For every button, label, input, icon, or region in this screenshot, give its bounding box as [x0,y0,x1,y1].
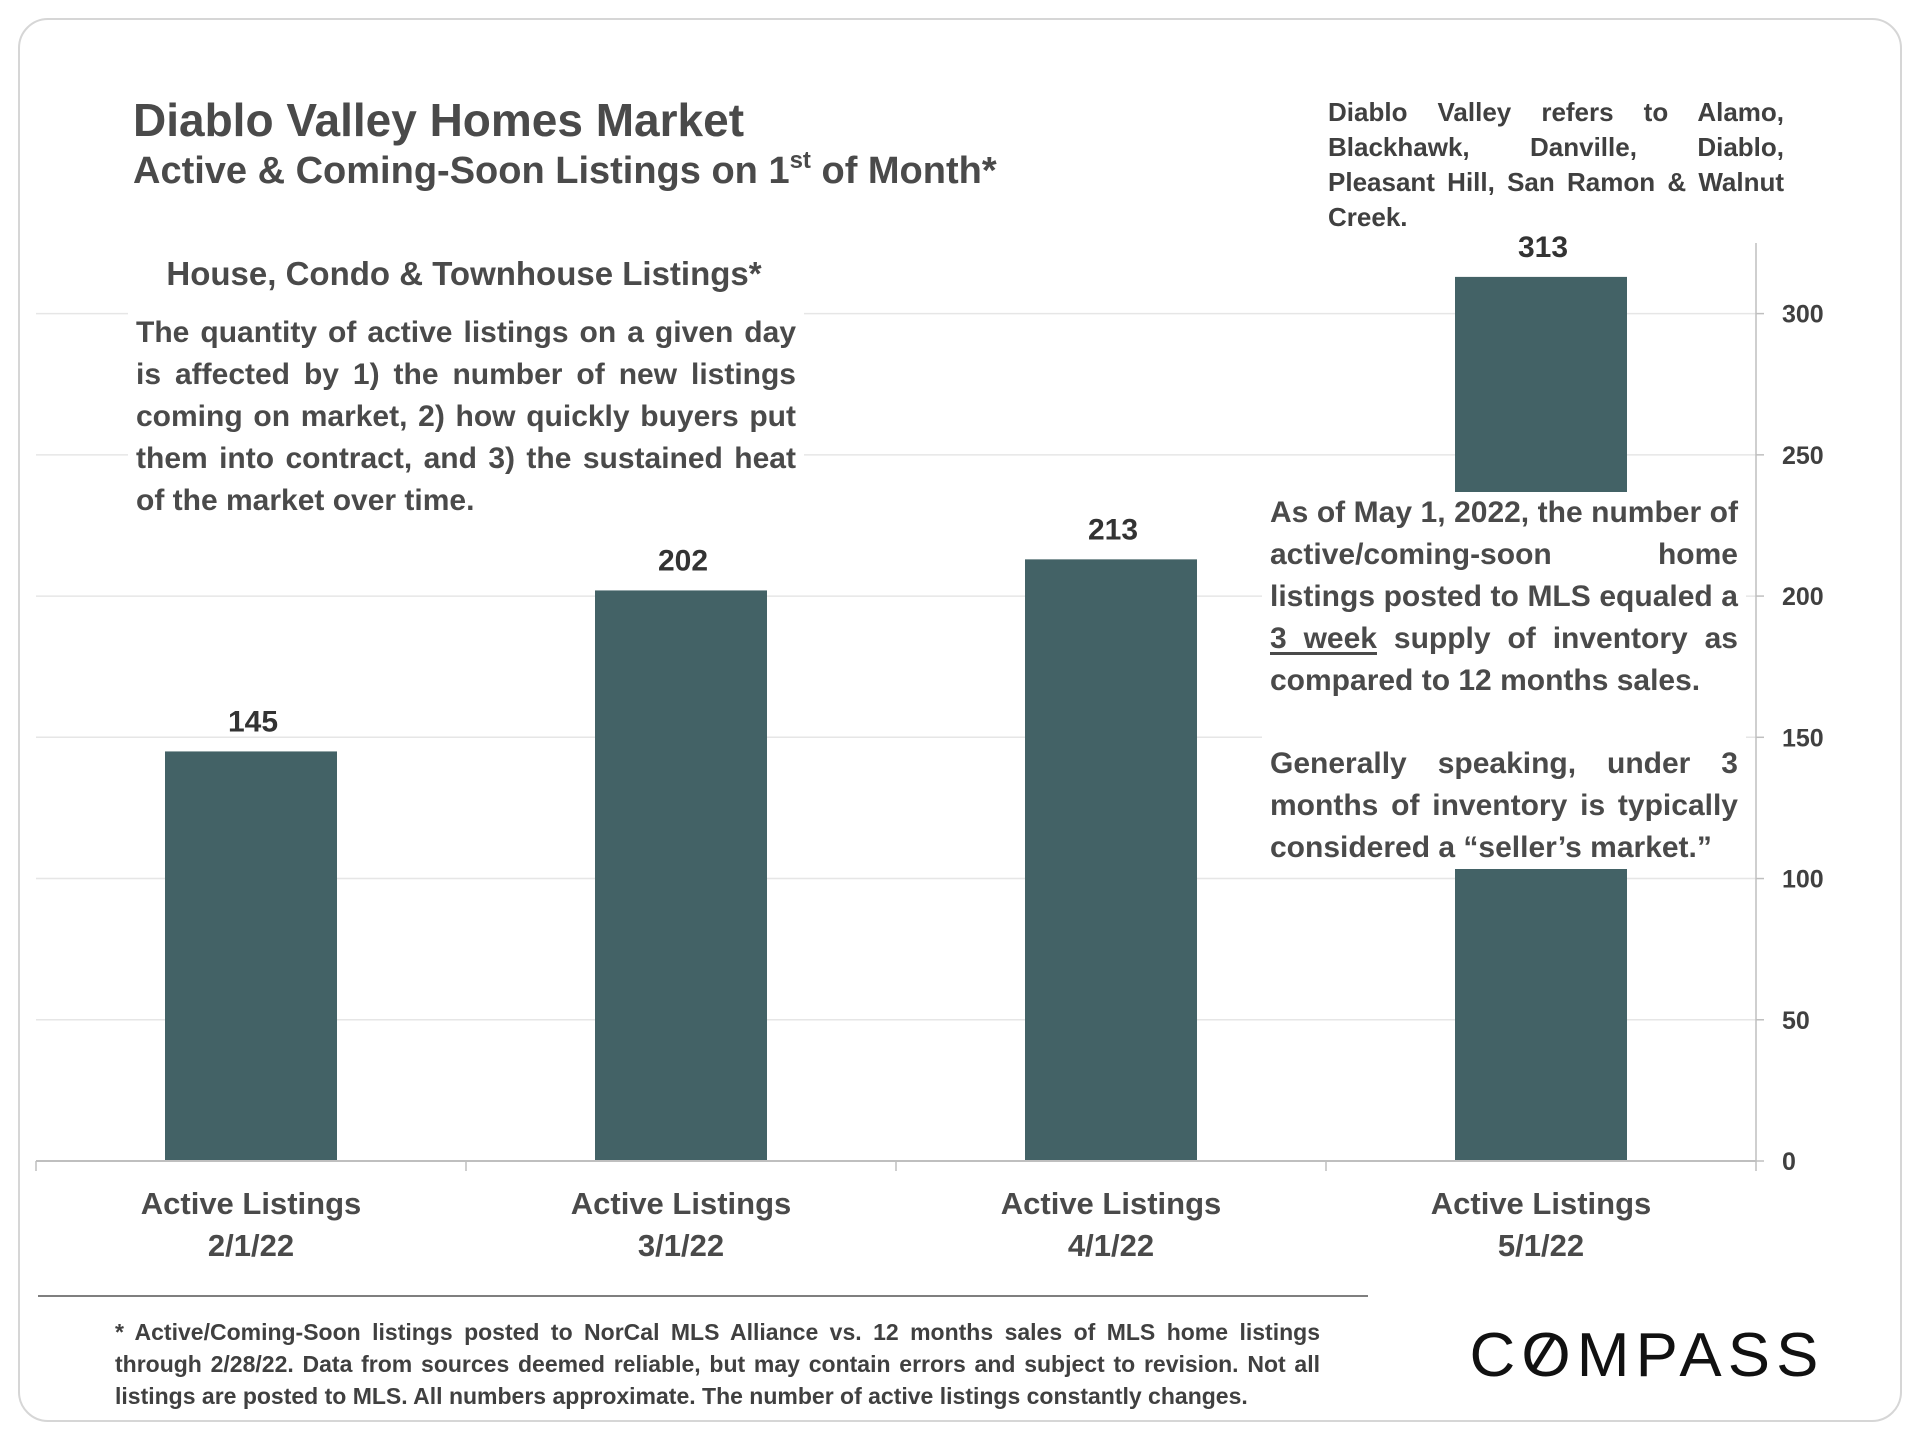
data-label: 202 [658,544,708,577]
compass-logo: COMPASS [1470,1321,1825,1388]
panel-heading: House, Condo & Townhouse Listings* [166,255,762,292]
data-label: 313 [1518,231,1568,264]
insight-text-start: As of May 1, 2022, the number of active/… [1270,496,1738,613]
subtitle-main: Active & Coming-Soon Listings on 1 [133,150,790,192]
bar [1025,559,1197,1161]
y-tick-label: 0 [1782,1148,1796,1176]
bar [165,751,337,1161]
y-tick-label: 50 [1782,1007,1810,1035]
x-tick-label-date: 3/1/22 [638,1228,724,1263]
axes [35,243,1764,1171]
insight-second-paragraph: Generally speaking, under 3 months of in… [1270,747,1738,864]
x-tick-label: Active Listings [1431,1186,1652,1221]
x-tick-label-date: 5/1/22 [1498,1228,1584,1263]
x-tick-label: Active Listings [141,1186,362,1221]
labels: 0 50 100 150 200 250 300 145 Active Listings 2/1/… [141,231,1824,1263]
bar [595,590,767,1161]
y-tick-label: 200 [1782,583,1824,611]
x-tick-label: Active Listings [571,1186,792,1221]
x-tick-label-date: 2/1/22 [208,1228,294,1263]
y-tick-label: 150 [1782,724,1824,752]
x-tick-label-date: 4/1/22 [1068,1228,1154,1263]
insight-callout: As of May 1, 2022, the number of active/… [1262,492,1746,869]
chart-title: Diablo Valley Homes Market [133,94,745,146]
y-tick-label: 100 [1782,866,1824,894]
x-tick-label: Active Listings [1001,1186,1222,1221]
region-note: Diablo Valley refers to Alamo, Blackhawk… [1328,97,1784,232]
data-label: 145 [228,705,278,738]
subtitle-end: of Month* [810,150,997,192]
explanation-text: The quantity of active listings on a giv… [128,312,804,522]
logo-text: COMPASS [1470,1321,1825,1388]
chart-subtitle: Active & Coming-Soon Listings on 1st of … [133,147,997,193]
insight-text-end: supply of inventory as compared to 12 mo… [1270,622,1738,697]
data-label: 213 [1088,513,1138,546]
subtitle-superscript: st [789,147,811,174]
y-tick-label: 300 [1782,301,1824,329]
footer-divider [38,1295,1368,1297]
insight-paragraph: As of May 1, 2022, the number of active/… [1270,492,1738,702]
footnote: * Active/Coming-Soon listings posted to … [115,1319,1320,1409]
y-tick-label: 250 [1782,442,1824,470]
logo-o-slash [1530,1336,1556,1372]
insight-highlight: 3 week [1270,622,1377,655]
